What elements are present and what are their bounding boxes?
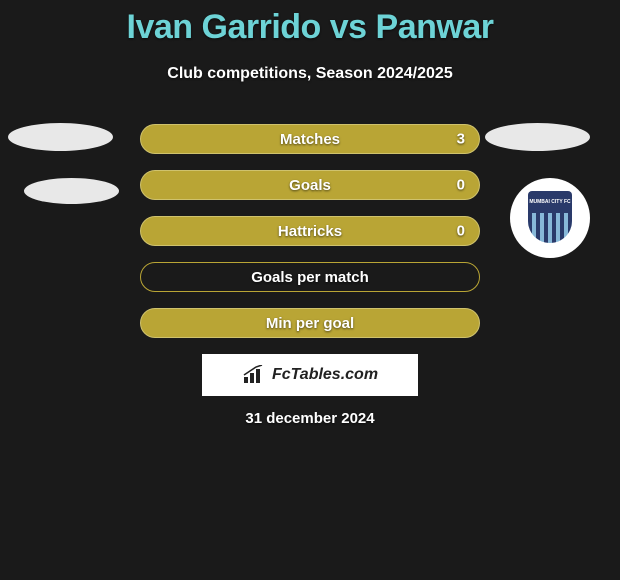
comparison-bars: Matches 3 Goals 0 Hattricks 0 Goals per …: [140, 124, 480, 354]
fctables-logo: FcTables.com: [202, 354, 418, 396]
bar-value: 3: [457, 131, 465, 148]
logo-text: FcTables.com: [272, 366, 378, 384]
bar-value: 0: [457, 177, 465, 194]
bar-label: Matches: [280, 131, 340, 148]
bar-goals: Goals 0: [140, 170, 480, 200]
player-left-placeholder-2: [24, 178, 119, 204]
subtitle: Club competitions, Season 2024/2025: [0, 65, 620, 83]
bar-matches: Matches 3: [140, 124, 480, 154]
bar-min-per-goal: Min per goal: [140, 308, 480, 338]
player-right-placeholder: [485, 123, 590, 151]
bar-label: Hattricks: [278, 223, 342, 240]
bar-hattricks: Hattricks 0: [140, 216, 480, 246]
club-badge-label: MUMBAI CITY FC: [529, 200, 570, 205]
bar-value: 0: [457, 223, 465, 240]
club-badge: MUMBAI CITY FC: [510, 178, 590, 258]
bar-label: Goals: [289, 177, 331, 194]
date-label: 31 december 2024: [0, 410, 620, 427]
bar-label: Goals per match: [251, 269, 369, 286]
player-left-placeholder-1: [8, 123, 113, 151]
bar-goals-per-match: Goals per match: [140, 262, 480, 292]
chart-icon: [242, 365, 266, 385]
bar-label: Min per goal: [266, 315, 354, 332]
page-title: Ivan Garrido vs Panwar: [0, 0, 620, 47]
